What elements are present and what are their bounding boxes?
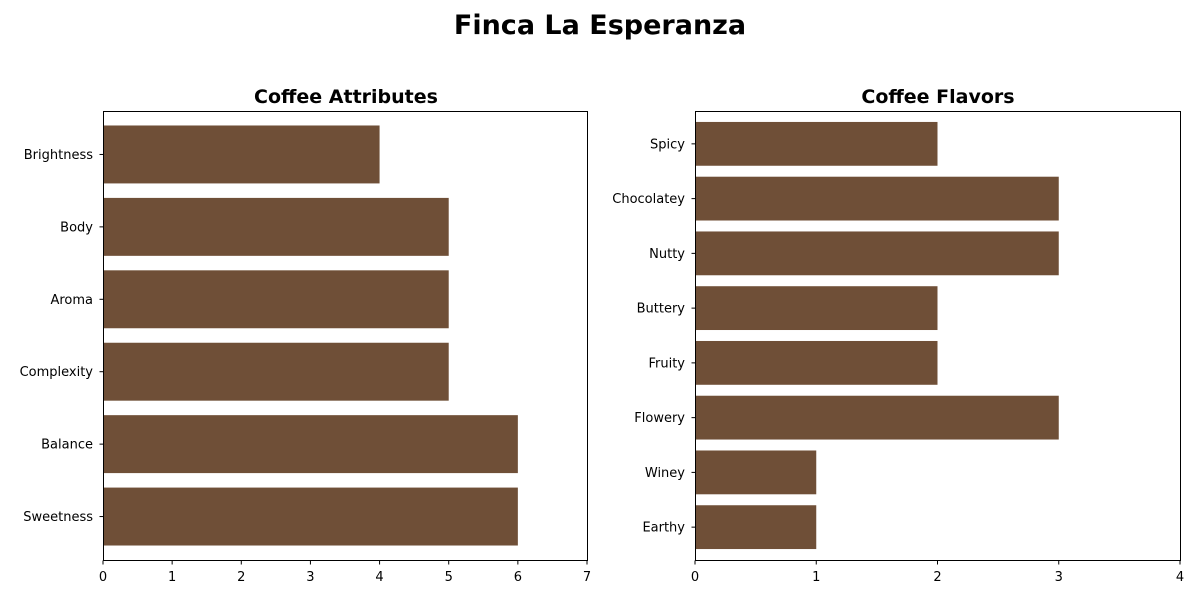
flavors-bar-nutty (695, 231, 1059, 276)
flavors-bar-spicy (695, 121, 938, 166)
attributes-x-tick-label: 1 (168, 570, 176, 585)
flavors-x-tick-label: 2 (933, 570, 941, 585)
flavors-bars (695, 121, 1059, 550)
attributes-x-tick-label: 5 (445, 570, 453, 585)
flavors-y-tick-label: Nutty (649, 247, 685, 262)
attributes-x-tick-label: 7 (583, 570, 591, 585)
attributes-chart-title: Coffee Attributes (254, 86, 438, 108)
flavors-x-tick-label: 1 (812, 570, 820, 585)
attributes-y-tick-label: Brightness (24, 148, 93, 163)
attributes-bar-balance (103, 415, 518, 474)
flavors-x-tick-label: 4 (1176, 570, 1184, 585)
flavors-panel: Coffee Flavors Earthy Winey Flowery Fruity B… (612, 86, 1184, 585)
attributes-x-axis: 0 1 2 3 4 5 6 7 (99, 560, 591, 585)
flavors-y-axis: Earthy Winey Flowery Fruity Buttery Nutty Choc… (612, 137, 696, 536)
flavors-x-tick-label: 3 (1055, 570, 1063, 585)
flavors-y-tick-label: Winey (645, 466, 685, 481)
attributes-y-tick-label: Aroma (50, 293, 93, 308)
attributes-bar-complexity (103, 342, 449, 401)
figure-title: Finca La Esperanza (454, 10, 746, 41)
attributes-y-tick-label: Sweetness (23, 510, 93, 525)
attributes-x-tick-label: 3 (306, 570, 314, 585)
attributes-y-tick-label: Balance (41, 438, 93, 453)
attributes-bar-body (103, 197, 449, 256)
attributes-y-axis: Sweetness Balance Complexity Aroma Body Brigh… (20, 148, 104, 525)
flavors-bar-buttery (695, 286, 938, 331)
flavors-bar-flowery (695, 395, 1059, 440)
flavors-y-tick-label: Spicy (650, 137, 685, 152)
flavors-y-tick-label: Fruity (648, 356, 685, 371)
attributes-bar-brightness (103, 125, 380, 184)
flavors-y-tick-label: Earthy (642, 521, 685, 536)
flavors-bar-chocolatey (695, 176, 1059, 221)
attributes-y-tick-label: Body (60, 220, 93, 235)
flavors-bar-winey (695, 450, 817, 495)
flavors-x-axis: 0 1 2 3 4 (691, 560, 1184, 585)
flavors-chart-title: Coffee Flavors (861, 86, 1014, 108)
attributes-x-tick-label: 6 (514, 570, 522, 585)
attributes-bars (103, 125, 518, 546)
flavors-bar-fruity (695, 340, 938, 385)
flavors-y-tick-label: Chocolatey (612, 192, 685, 207)
flavors-bar-earthy (695, 505, 817, 550)
attributes-y-tick-label: Complexity (20, 365, 94, 380)
attributes-bar-aroma (103, 270, 449, 329)
attributes-x-tick-label: 0 (99, 570, 107, 585)
attributes-axes-frame (103, 111, 588, 561)
attributes-x-tick-label: 2 (237, 570, 245, 585)
attributes-bar-sweetness (103, 487, 518, 546)
flavors-y-tick-label: Flowery (634, 411, 685, 426)
flavors-x-tick-label: 0 (691, 570, 699, 585)
flavors-y-tick-label: Buttery (637, 302, 686, 317)
attributes-panel: Coffee Attributes Sweetness Balance Comple… (20, 86, 592, 585)
attributes-x-tick-label: 4 (375, 570, 383, 585)
